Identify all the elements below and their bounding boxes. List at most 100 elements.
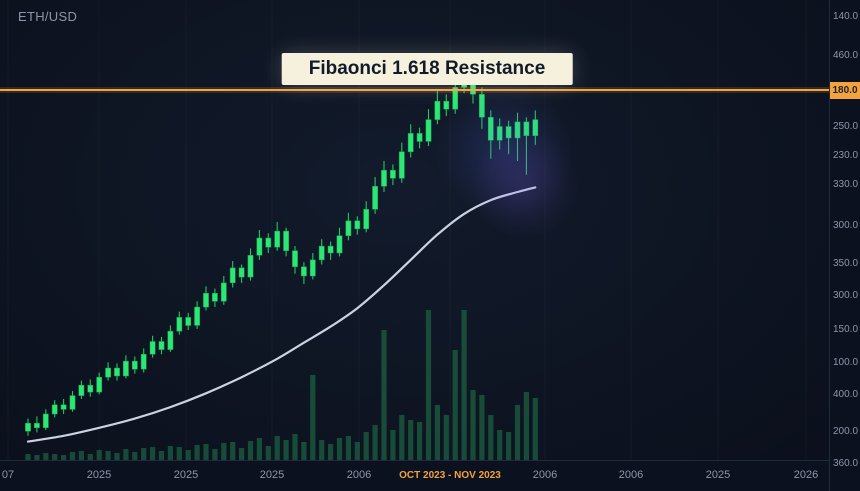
volume-bar [78,451,84,460]
candle-body [327,245,334,254]
price-axis-label: 100.0 [833,357,859,368]
volume-bar [310,375,316,460]
volume-bar [158,451,165,460]
volume-bar [69,452,76,460]
price-axis-label: 250.0 [833,121,859,132]
candle-body [176,317,183,332]
price-axis-label: 360.0 [833,458,859,469]
volume-bar [390,430,396,460]
candle-body [212,293,218,302]
volume-bar [230,442,236,460]
symbol-label: ETH/USD [18,9,78,24]
volume-bar [336,438,343,460]
volume-bar [434,405,440,460]
candle-body [301,266,307,277]
candle-body [496,126,503,141]
volume-bar [87,454,93,460]
candle-body [479,94,485,118]
volume-bar [34,455,40,460]
volume-bar [283,440,289,460]
price-axis-label: 230.0 [833,150,859,161]
time-axis-label: 2025 [259,469,285,481]
volume-bar [25,454,31,460]
time-axis-label: 2006 [532,469,558,481]
candle-body [229,267,236,284]
volume-bar [274,436,280,460]
volume-bar [470,390,476,460]
volume-bar [292,434,298,460]
candle-body [452,87,459,110]
candle-body [523,121,530,136]
volume-bar [96,450,102,460]
candle-body [505,126,512,139]
volume-bar [247,441,254,460]
volume-bar [61,455,67,460]
volume-bar [408,420,414,460]
volume-bar [461,310,467,460]
candle-body [390,169,396,179]
volume-bar [176,447,182,460]
candle-body [381,169,387,187]
candle-body [247,255,254,278]
volume-bar [194,445,200,460]
volume-bar [43,453,49,460]
candle-body [532,119,539,136]
time-axis-label: 2025 [86,469,112,481]
volume-bar [399,415,405,460]
time-axis-label: 07 [1,469,15,481]
volume-bar [167,446,173,460]
candle-body [363,209,370,230]
price-axis-label: 300.0 [833,290,859,301]
candle-body [407,133,414,153]
candle-body [167,330,174,350]
time-axis-label: 2026 [793,469,819,481]
time-axis[interactable]: 07 2025 2025 2025 2006 OCT 2023 - NOV 2023 200… [0,460,860,491]
candle-body [96,376,103,393]
candle-body [514,121,521,139]
volume-bar [381,330,387,460]
candle-body [69,395,76,410]
candle-body [318,245,325,261]
volume-bar [319,440,325,460]
candle-body [78,384,85,396]
candle-body [309,259,316,277]
volume-bar [345,436,351,460]
candle-body [203,293,209,308]
candle-body [238,267,245,278]
volume-bar [479,395,485,460]
candle-body [158,341,165,350]
candle-body [434,100,441,120]
candle-body [372,186,378,210]
volume-bar [523,392,529,460]
volume-bar [132,452,138,460]
price-axis[interactable]: 180.0 140.0 460.0 250.0 230.0 330.0 300.0 350.… [829,0,860,491]
candle-body [131,360,138,370]
time-axis-label: 2025 [173,469,199,481]
candle-body [34,422,40,429]
time-axis-label-highlighted: OCT 2023 - NOV 2023 [399,470,501,481]
price-axis-label: 460.0 [833,50,859,61]
candle-body [283,230,289,251]
price-axis-label: 200.0 [833,426,859,437]
volume-bar [354,442,360,460]
candle-body [292,250,298,268]
volume-bar [105,451,111,460]
candle-body [256,237,263,256]
price-axis-label: 150.0 [833,324,859,335]
volume-bar [239,448,245,460]
candle-body [336,235,343,254]
candle-body [220,282,227,302]
candle-body [123,360,129,377]
volume-bar [203,444,209,460]
time-axis-label: 2006 [618,469,644,481]
resistance-price-badge: 180.0 [830,81,860,99]
volume-bar [372,425,378,460]
volume-bar [497,430,503,460]
volume-bar [141,448,147,460]
volume-bar [265,446,271,460]
candle-body [443,100,450,110]
price-axis-label: 300.0 [833,220,859,231]
candle-body [105,367,111,378]
resistance-annotation-label[interactable]: Fibaonci 1.618 Resistance [281,53,573,85]
